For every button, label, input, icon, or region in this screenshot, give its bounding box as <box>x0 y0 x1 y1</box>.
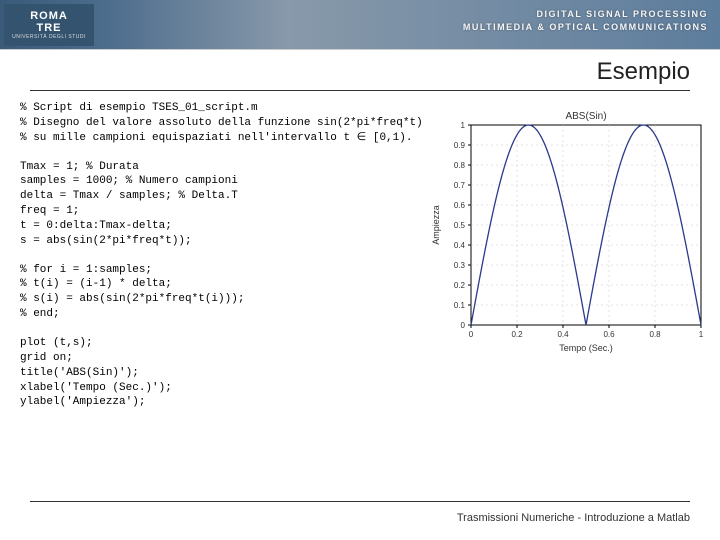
logo-top: ROMA <box>30 10 68 22</box>
svg-text:0.5: 0.5 <box>454 221 466 230</box>
svg-text:0.4: 0.4 <box>454 241 466 250</box>
svg-text:0.2: 0.2 <box>511 330 523 339</box>
logo-bottom: TRE <box>37 22 62 34</box>
banner-line1: DIGITAL SIGNAL PROCESSING <box>463 8 708 21</box>
banner-right-text: DIGITAL SIGNAL PROCESSING MULTIMEDIA & O… <box>463 8 708 33</box>
logo-box: ROMA TRE UNIVERSITÀ DEGLI STUDI <box>4 4 94 46</box>
abs-sin-chart: 0 0.1 0.2 0.3 0.4 0.5 0.6 0.7 0.8 0.9 1 0 0.2 0.4 0.6 0… <box>423 105 720 365</box>
logo-sub: UNIVERSITÀ DEGLI STUDI <box>12 34 86 40</box>
svg-text:Tempo (Sec.): Tempo (Sec.) <box>559 343 613 353</box>
svg-text:0.6: 0.6 <box>603 330 615 339</box>
code-block-loop: % for i = 1:samples; % t(i) = (i-1) * de… <box>20 263 423 322</box>
svg-text:0: 0 <box>460 321 465 330</box>
footer-text: Trasmissioni Numeriche - Introduzione a … <box>457 512 690 524</box>
svg-text:1: 1 <box>460 121 465 130</box>
code-area: % Script di esempio TSES_01_script.m % D… <box>20 101 423 424</box>
svg-text:0.8: 0.8 <box>649 330 661 339</box>
chart-area: 0 0.1 0.2 0.3 0.4 0.5 0.6 0.7 0.8 0.9 1 0 0.2 0.4 0.6 0… <box>423 101 720 424</box>
code-block-setup: Tmax = 1; % Durata samples = 1000; % Num… <box>20 160 423 249</box>
svg-text:0.3: 0.3 <box>454 261 466 270</box>
svg-text:0.2: 0.2 <box>454 281 466 290</box>
svg-text:Ampiezza: Ampiezza <box>431 205 441 245</box>
svg-text:0.6: 0.6 <box>454 201 466 210</box>
header-banner: ROMA TRE UNIVERSITÀ DEGLI STUDI DIGITAL … <box>0 0 720 50</box>
comment-block: % Script di esempio TSES_01_script.m % D… <box>20 101 423 146</box>
svg-text:0: 0 <box>468 330 473 339</box>
svg-text:1: 1 <box>698 330 703 339</box>
content-area: % Script di esempio TSES_01_script.m % D… <box>0 91 720 424</box>
slide-title: Esempio <box>0 50 720 90</box>
banner-line2: MULTIMEDIA & OPTICAL COMMUNICATIONS <box>463 21 708 34</box>
svg-text:0.4: 0.4 <box>557 330 569 339</box>
svg-text:0.8: 0.8 <box>454 161 466 170</box>
footer-line <box>30 501 690 502</box>
svg-text:0.1: 0.1 <box>454 301 466 310</box>
code-block-plot: plot (t,s); grid on; title('ABS(Sin)'); … <box>20 336 423 410</box>
svg-text:0.9: 0.9 <box>454 141 466 150</box>
svg-text:0.7: 0.7 <box>454 181 466 190</box>
svg-text:ABS(Sin): ABS(Sin) <box>565 111 606 122</box>
